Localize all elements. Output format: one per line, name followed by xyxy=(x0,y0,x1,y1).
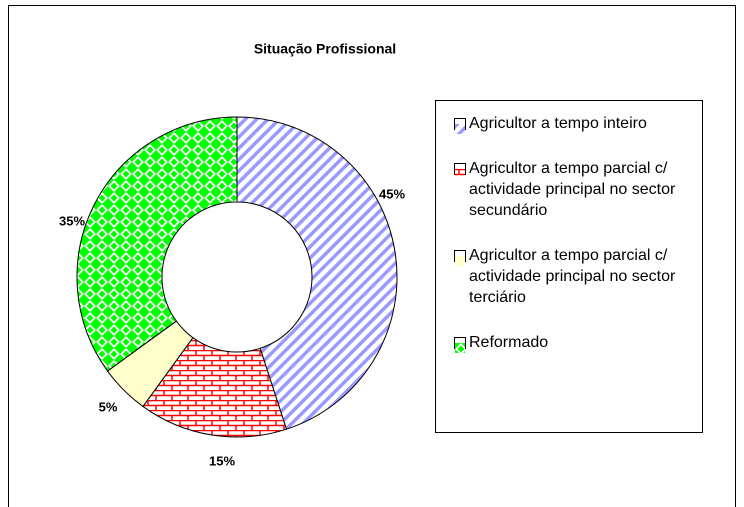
chart-title: Situação Profissional xyxy=(254,41,396,57)
donut-segment xyxy=(76,116,238,372)
legend-label: Agricultor a tempo parcial c/ actividade… xyxy=(469,160,676,219)
legend-swatch xyxy=(454,118,466,134)
legend-label: Agricultor a tempo parcial c/ actividade… xyxy=(469,247,676,306)
legend-label: Agricultor a tempo inteiro xyxy=(469,115,647,132)
legend-label: Reformado xyxy=(469,334,549,351)
data-label: 15% xyxy=(209,453,235,468)
data-label: 5% xyxy=(99,399,118,414)
legend-swatch xyxy=(454,163,466,179)
data-label: 45% xyxy=(379,186,405,201)
legend: Agricultor a tempo inteiro Agricultor a t… xyxy=(435,100,703,433)
legend-swatch xyxy=(454,250,466,266)
legend-item: Agricultor a tempo parcial c/ actividade… xyxy=(454,158,694,221)
legend-item: Reformado xyxy=(454,332,694,353)
donut-segment xyxy=(236,116,398,430)
legend-swatch xyxy=(454,337,466,353)
legend-item: Agricultor a tempo inteiro xyxy=(454,113,694,134)
legend-item: Agricultor a tempo parcial c/ actividade… xyxy=(454,245,694,308)
donut-segment xyxy=(142,336,288,438)
data-label: 35% xyxy=(59,213,85,228)
